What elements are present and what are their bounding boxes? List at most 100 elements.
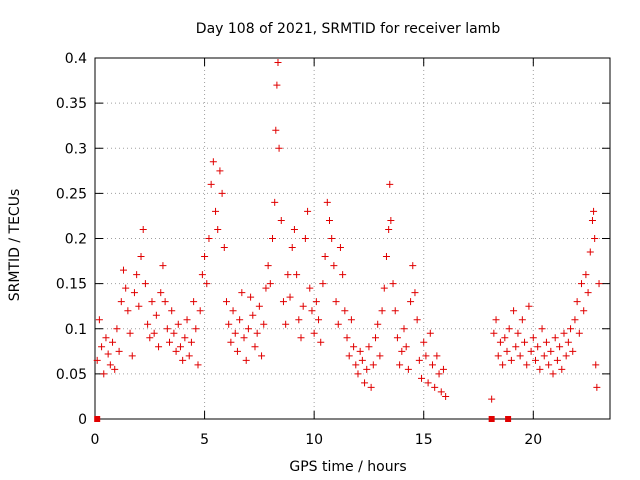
data-point [433,352,441,360]
data-point [420,338,428,346]
data-point [514,329,522,337]
data-point [538,325,546,333]
data-point [396,361,404,369]
data-point [247,293,255,301]
data-point [422,352,430,360]
data-point [187,338,195,346]
y-tick-label: 0.4 [65,51,87,67]
data-point [435,370,443,378]
data-point [578,280,586,288]
data-point [580,307,588,315]
data-point [181,334,189,342]
data-point [407,298,415,306]
data-point [297,334,305,342]
data-point [341,307,349,315]
data-point [141,280,149,288]
data-point [293,271,301,279]
data-point [236,316,244,324]
data-point [343,334,351,342]
data-point [584,289,592,297]
data-point [545,361,553,369]
data-point [130,289,138,297]
data-point [135,302,143,310]
data-point [133,271,141,279]
data-point [277,216,285,224]
zero-marker [505,416,512,422]
data-point [564,338,572,346]
data-point [137,253,145,261]
data-point [376,352,384,360]
data-point [220,244,228,252]
data-point [128,352,136,360]
y-tick-label: 0.3 [65,141,87,157]
data-point [567,325,575,333]
data-point [358,356,366,364]
data-point [304,207,312,215]
data-point [227,338,235,346]
data-point [262,284,270,292]
x-tick-label: 5 [200,432,209,448]
data-point [266,280,274,288]
data-point [225,320,233,328]
data-point [157,289,165,297]
data-point [113,325,121,333]
data-point [418,374,426,382]
data-point [205,235,213,242]
data-point [562,352,570,360]
data-point [271,198,279,206]
data-point [95,316,103,324]
data-point [536,365,544,373]
data-point [258,352,266,360]
data-point [179,356,187,364]
data-point [190,298,198,306]
data-point [409,262,417,270]
data-point [369,361,377,369]
data-point [363,365,371,373]
data-point [352,361,360,369]
data-point [494,352,502,360]
data-point [286,293,294,301]
data-point [404,365,412,373]
data-point [229,307,237,315]
data-point [295,316,303,324]
data-point [431,383,439,391]
data-point [354,370,362,378]
data-point [150,329,158,337]
data-point [411,289,419,297]
data-point [361,379,369,387]
data-point [144,320,152,328]
data-point [274,59,282,67]
x-tick-label: 0 [91,432,100,448]
x-tick-label: 20 [524,432,542,448]
data-point [499,361,507,369]
data-point [218,189,226,197]
data-point [339,271,347,279]
data-point [203,280,211,288]
y-tick-label: 0.15 [56,277,87,293]
data-point [374,320,382,328]
chart-title: Day 108 of 2021, SRMTID for receiver lam… [196,21,501,37]
data-point [212,207,220,215]
data-point [306,284,314,292]
data-point [104,350,112,358]
data-point [168,307,176,315]
data-point [402,343,410,351]
data-point [380,284,388,292]
data-point [115,347,123,355]
data-point [531,356,539,364]
data-point [571,316,579,324]
data-point [192,325,200,333]
data-point [238,289,246,297]
data-point [424,379,432,387]
data-point [529,334,537,342]
data-point [166,338,174,346]
data-point [139,225,147,233]
y-tick-label: 0.35 [56,96,87,112]
x-tick-label: 15 [415,432,433,448]
data-point [301,235,309,242]
data-point [117,298,125,306]
grid-lines [95,58,610,419]
data-point [386,180,394,188]
data-point [367,383,375,391]
